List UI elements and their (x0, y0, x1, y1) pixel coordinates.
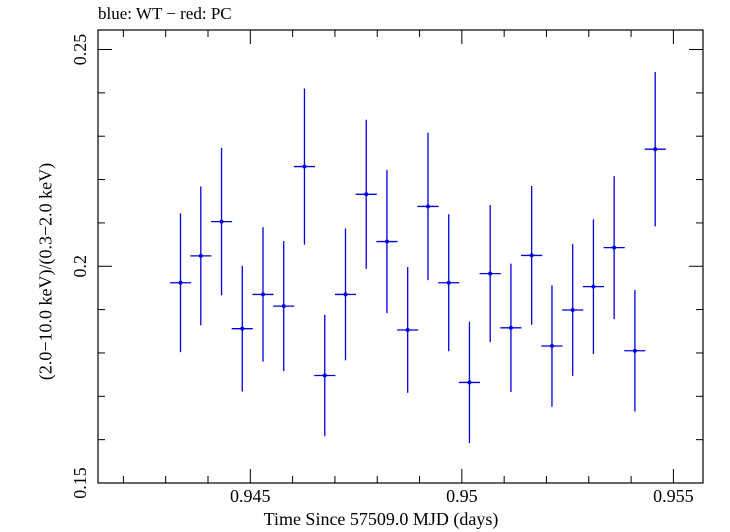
point-marker (612, 245, 617, 250)
data-point (603, 176, 625, 320)
error-bar-markers (169, 72, 666, 444)
data-point (417, 132, 439, 281)
data-point (458, 321, 481, 444)
x-axis-label: Time Since 57509.0 MJD (days) (263, 509, 499, 529)
point-marker (653, 147, 658, 152)
data-point (376, 170, 398, 314)
data-point (169, 213, 192, 353)
data-point (562, 244, 584, 376)
point-marker (240, 326, 245, 331)
point-marker (508, 325, 513, 330)
point-marker (591, 284, 596, 289)
data-point (541, 285, 563, 407)
point-marker (632, 348, 637, 353)
y-axis-label: (2.0−10.0 keV)/(0.3−2.0 keV) (35, 162, 56, 381)
data-point (231, 265, 253, 392)
point-marker (529, 253, 534, 258)
data-point (644, 72, 666, 227)
plot-frame (97, 29, 704, 484)
data-point (521, 186, 543, 325)
data-point (314, 314, 336, 437)
data-point (500, 263, 522, 392)
y-tick-label: 0.15 (70, 467, 90, 499)
point-marker (198, 253, 203, 258)
data-point (624, 290, 646, 412)
point-marker (302, 164, 307, 169)
point-marker (281, 304, 286, 309)
point-marker (426, 204, 430, 209)
data-point (582, 219, 604, 354)
point-marker (322, 373, 327, 378)
data-point (210, 147, 233, 296)
point-marker (384, 239, 389, 244)
axis-ticks (98, 30, 703, 484)
data-point (273, 241, 295, 372)
point-marker (364, 192, 369, 197)
y-tick-label: 0.25 (70, 34, 90, 65)
point-marker (570, 308, 575, 313)
point-marker (467, 380, 472, 385)
data-point (355, 119, 377, 269)
y-tick-labels: 0.15 0.2 0.25 (70, 34, 90, 499)
x-tick-labels: 0.945 0.95 0.955 (230, 486, 694, 506)
x-tick-label: 0.955 (653, 486, 694, 506)
data-point (397, 267, 419, 393)
chart-title: blue: WT − red: PC (98, 4, 232, 23)
data-point (190, 186, 212, 326)
point-marker (446, 280, 451, 285)
point-marker (219, 219, 224, 224)
data-point (334, 228, 357, 361)
data-point (252, 227, 274, 362)
point-marker (261, 292, 265, 297)
point-marker (488, 271, 493, 276)
data-point (438, 214, 460, 352)
point-marker (549, 344, 554, 349)
data-point (479, 205, 501, 343)
point-marker (405, 327, 410, 332)
data-point (293, 88, 316, 245)
point-marker (343, 292, 348, 297)
x-tick-label: 0.945 (230, 486, 271, 506)
point-marker (178, 280, 183, 285)
x-tick-label: 0.95 (446, 486, 478, 506)
y-tick-label: 0.2 (70, 255, 90, 278)
